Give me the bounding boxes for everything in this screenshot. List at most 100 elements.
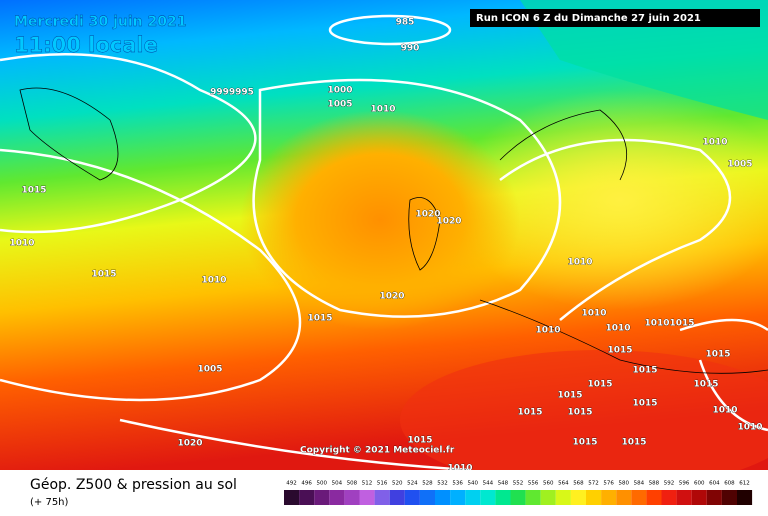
legend-label: 548 xyxy=(498,481,509,487)
legend-label: 500 xyxy=(317,481,328,487)
legend-swatch xyxy=(737,490,753,505)
isobar-label: 1010 xyxy=(605,324,630,334)
legend-label: 572 xyxy=(588,481,599,487)
legend-swatch xyxy=(631,490,647,505)
isobar-label: 990 xyxy=(401,44,420,54)
isobar-label: 1015 xyxy=(517,408,542,418)
legend-label: 580 xyxy=(619,481,630,487)
isobar-label: 1015 xyxy=(21,186,46,196)
legend-label: 588 xyxy=(649,481,660,487)
legend: 492 496 500 504 508 512 516 520 524 528 532 536 540 5… xyxy=(284,481,753,505)
isobar-label: 1010 xyxy=(737,423,762,433)
legend-label: 532 xyxy=(437,481,448,487)
legend-swatch xyxy=(465,490,481,505)
isobar-label: 1000 xyxy=(327,86,352,96)
isobar-label: 1010 xyxy=(201,276,226,286)
legend-label: 492 xyxy=(286,481,297,487)
legend-swatch xyxy=(570,490,586,505)
legend-label: 552 xyxy=(513,481,524,487)
isobar-label: 1015 xyxy=(567,408,592,418)
legend-label: 584 xyxy=(634,481,645,487)
legend-label: 604 xyxy=(709,481,720,487)
legend-label: 504 xyxy=(332,481,343,487)
legend-label: 508 xyxy=(347,481,358,487)
legend-swatch xyxy=(676,490,692,505)
legend-swatch xyxy=(284,490,300,505)
legend-swatch xyxy=(601,490,617,505)
isobar-label: 1020 xyxy=(379,292,404,302)
isobar-label: 1020 xyxy=(415,210,440,220)
isobar-label: 1015 xyxy=(705,350,730,360)
isobar-label: 1020 xyxy=(436,217,461,227)
isobar-label: 1015 xyxy=(91,270,116,280)
legend-label: 544 xyxy=(483,481,494,487)
legend-label: 512 xyxy=(362,481,373,487)
legend-swatch xyxy=(586,490,602,505)
isobar-label: 1015 xyxy=(607,346,632,356)
isobar-label: 1015 xyxy=(407,436,432,446)
isobar xyxy=(252,78,562,318)
isobar-label: 1015 xyxy=(632,399,657,409)
legend-swatch xyxy=(510,490,526,505)
legend-label: 612 xyxy=(739,481,750,487)
legend-swatch xyxy=(495,490,511,505)
legend-swatch xyxy=(344,490,360,505)
isobar-label: 1020 xyxy=(177,439,202,449)
isobar-label: 1015 xyxy=(572,438,597,448)
legend-label: 560 xyxy=(543,481,554,487)
legend-swatch xyxy=(374,490,390,505)
legend-swatch xyxy=(661,490,677,505)
legend-swatch xyxy=(404,490,420,505)
legend-label: 496 xyxy=(301,481,312,487)
isobar-label: 1015 xyxy=(621,438,646,448)
legend-label: 556 xyxy=(528,481,539,487)
legend-label: 516 xyxy=(377,481,388,487)
isobar xyxy=(0,148,302,402)
isobar-label: 1010 xyxy=(447,464,472,474)
isobar-label: 1015 xyxy=(693,380,718,390)
isobar-label: 1015 xyxy=(587,380,612,390)
isobar-label: 1005 xyxy=(197,365,222,375)
footer-lead: (+ 75h) xyxy=(30,497,69,508)
footer-title: Géop. Z500 & pression au sol xyxy=(30,477,237,493)
isobar-label: 1010 xyxy=(370,105,395,115)
legend-swatch xyxy=(540,490,556,505)
legend-swatch xyxy=(480,490,496,505)
isobar-label: 1010 xyxy=(567,258,592,268)
legend-swatch xyxy=(616,490,632,505)
legend-swatch xyxy=(299,490,315,505)
isobar-label: 1005 xyxy=(727,160,752,170)
legend-swatch xyxy=(525,490,541,505)
legend-swatch xyxy=(555,490,571,505)
legend-label: 524 xyxy=(407,481,418,487)
isobar-label: 1015 xyxy=(669,319,694,329)
isobar-label: 1005 xyxy=(327,100,352,110)
legend-swatch xyxy=(450,490,466,505)
coastline xyxy=(408,109,768,374)
legend-swatch xyxy=(435,490,451,505)
run: Run ICON 6 Z du Dimanche 27 juin 2021 xyxy=(476,13,701,24)
isobar-label: 1015 xyxy=(632,366,657,376)
isobar-label: 1010 xyxy=(581,309,606,319)
legend-label: 520 xyxy=(392,481,403,487)
legend-swatch xyxy=(359,490,375,505)
legend-swatch xyxy=(419,490,435,505)
isobar-label: 1010 xyxy=(9,239,34,249)
legend-label: 596 xyxy=(679,481,690,487)
legend-label: 608 xyxy=(724,481,735,487)
legend-label: 564 xyxy=(558,481,569,487)
field xyxy=(520,0,768,120)
legend-swatch xyxy=(389,490,405,505)
isobar xyxy=(499,138,732,321)
legend-label: 540 xyxy=(468,481,479,487)
isobar-label: 1010 xyxy=(644,319,669,329)
isobar-label: 1010 xyxy=(712,406,737,416)
legend-label: 576 xyxy=(603,481,614,487)
legend-label: 592 xyxy=(664,481,675,487)
field xyxy=(400,350,768,490)
isobar-label: 9999995 xyxy=(210,88,254,98)
isobar-label: 1010 xyxy=(702,138,727,148)
